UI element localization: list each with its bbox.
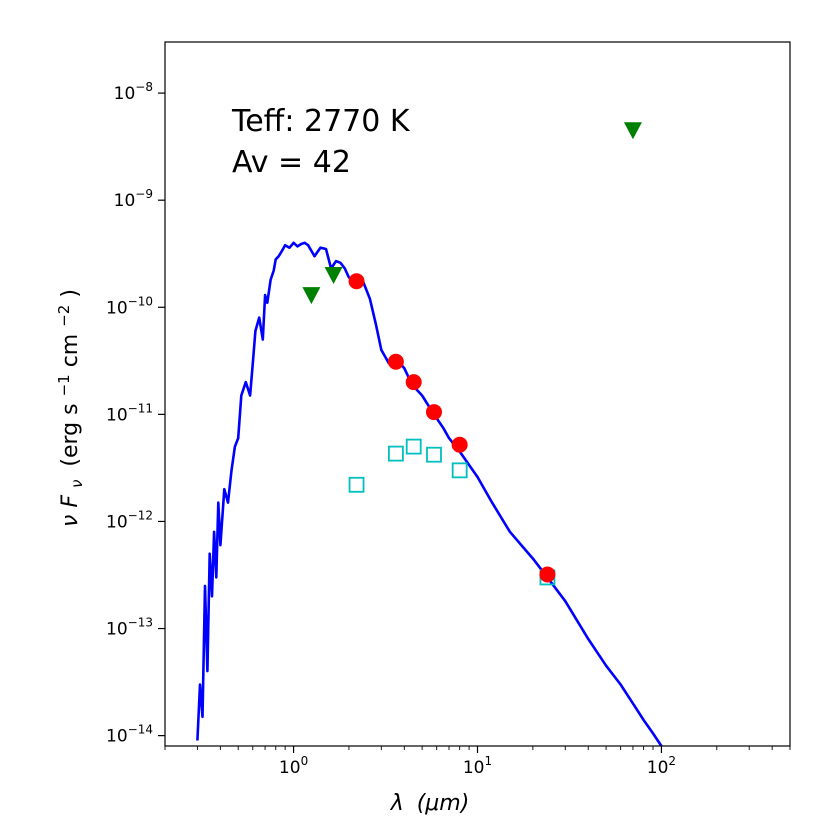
y-tick-base: 10	[106, 298, 128, 318]
x-tick-exp: 0	[301, 754, 309, 768]
x-tick-label: 102	[647, 754, 676, 778]
annotation-teff: Teff: 2770 K	[231, 104, 411, 139]
y-tick-label: 10−11	[106, 401, 153, 425]
y-axis-unit-close: )	[58, 289, 83, 298]
x-axis-title: λ (μm)	[390, 791, 470, 816]
x-axis-unit: (μm)	[417, 791, 470, 816]
photometry-point	[348, 273, 365, 290]
x-tick-label: 101	[463, 754, 492, 778]
y-tick-base: 10	[106, 512, 128, 532]
model-sed-line	[196, 241, 663, 746]
y-axis-title: ν F ν (erg s −1 cm −2 )	[50, 289, 88, 527]
open-square-point	[348, 476, 365, 493]
x-tick-base: 10	[647, 758, 669, 778]
open-square-point	[405, 438, 422, 455]
y-tick-base: 10	[114, 84, 136, 104]
y-tick-label: 10−10	[106, 294, 153, 318]
y-tick-exp: −13	[128, 616, 153, 630]
y-axis-mid: cm	[58, 334, 83, 368]
y-tick-exp: −14	[128, 723, 153, 737]
photometry-point	[451, 436, 468, 453]
y-tick-label: 10−9	[114, 187, 153, 211]
y-tick-exp: −10	[128, 294, 153, 308]
y-tick-exp: −9	[135, 187, 153, 201]
y-tick-base: 10	[114, 191, 136, 211]
open-square-point	[387, 445, 404, 462]
y-tick-exp: −12	[128, 508, 153, 522]
y-axis-sup2: −2	[55, 305, 73, 327]
photometry-point	[387, 353, 404, 370]
y-axis-sup1: −1	[55, 374, 73, 396]
y-axis-prefix: ν F	[58, 495, 83, 527]
x-tick-exp: 1	[485, 754, 493, 768]
plot-area	[196, 122, 663, 746]
x-axis-symbol: λ	[390, 791, 404, 816]
x-axis-ticks: 100 101 102	[164, 746, 791, 778]
y-axis-unit-open: (erg s	[58, 403, 83, 466]
x-tick-base: 10	[463, 758, 485, 778]
plot-marks	[196, 122, 663, 746]
photometry-point	[539, 566, 556, 583]
photometry-point	[425, 404, 442, 421]
x-tick-label: 100	[279, 754, 308, 778]
photometry-point	[405, 374, 422, 391]
upper-limit-point	[324, 267, 343, 285]
upper-limit-point	[623, 122, 642, 140]
annotation-av: Av = 42	[232, 145, 351, 180]
x-tick-base: 10	[279, 758, 301, 778]
y-tick-exp: −11	[128, 401, 153, 415]
open-square-point	[426, 446, 442, 463]
y-tick-label: 10−13	[106, 616, 153, 640]
y-tick-base: 10	[106, 727, 128, 747]
y-tick-exp: −8	[135, 80, 153, 94]
y-tick-base: 10	[106, 620, 128, 640]
y-tick-label: 10−14	[106, 723, 153, 747]
upper-limit-point	[302, 287, 321, 305]
y-tick-base: 10	[106, 405, 128, 425]
open-square-point	[451, 462, 468, 479]
y-axis-subscript: ν	[68, 480, 86, 488]
plot-frame	[164, 41, 791, 747]
x-tick-exp: 2	[668, 754, 676, 768]
y-tick-label: 10−12	[106, 508, 153, 532]
y-tick-label: 10−8	[114, 80, 153, 104]
